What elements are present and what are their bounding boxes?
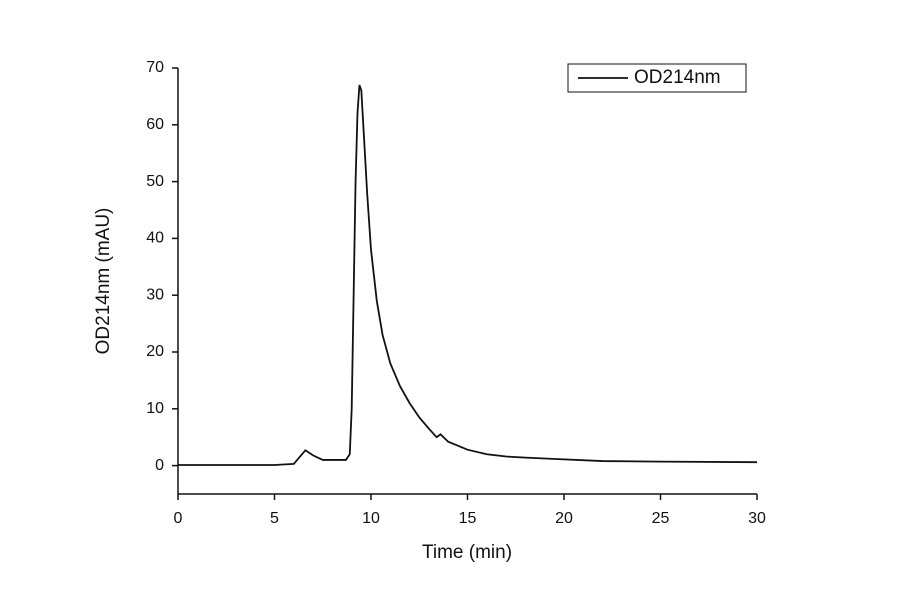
y-tick-label: 10	[146, 400, 164, 417]
y-axis-title: OD214nm (mAU)	[93, 208, 114, 355]
y-tick-label: 20	[146, 343, 164, 360]
y-tick-label: 40	[146, 230, 164, 247]
x-tick-label: 0	[174, 510, 183, 527]
x-tick-label: 30	[748, 510, 766, 527]
y-tick-label: 0	[155, 457, 164, 474]
x-tick-label: 10	[362, 510, 380, 527]
y-tick-label: 60	[146, 116, 164, 133]
x-tick-label: 20	[555, 510, 573, 527]
x-tick-label: 15	[459, 510, 477, 527]
y-tick-label: 70	[146, 59, 164, 76]
legend-label: OD214nm	[634, 67, 721, 88]
data-line	[178, 84, 758, 466]
y-tick-label: 50	[146, 173, 164, 190]
x-tick-label: 25	[652, 510, 670, 527]
y-tick-label: 30	[146, 286, 164, 303]
x-axis-title: Time (min)	[422, 542, 512, 563]
x-tick-label: 5	[270, 510, 279, 527]
